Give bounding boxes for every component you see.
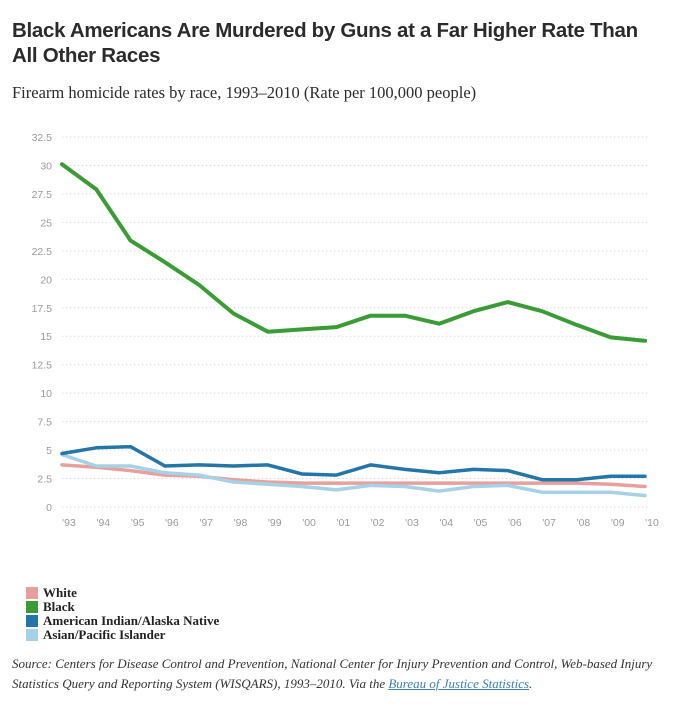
y-tick-label: 22.5 (32, 246, 53, 258)
x-tick-label: '98 (234, 517, 248, 529)
series-line-white (60, 463, 647, 489)
x-tick-label: '96 (165, 517, 179, 529)
x-tick-label: '01 (337, 517, 351, 529)
series-lines (60, 162, 647, 498)
chart-subtitle: Firearm homicide rates by race, 1993–201… (12, 83, 477, 102)
x-tick-label: '99 (268, 517, 282, 529)
x-tick-label: '02 (371, 517, 385, 529)
y-tick-label: 17.5 (32, 303, 53, 315)
legend-swatch-black (26, 601, 38, 613)
y-tick-label: 5 (46, 445, 52, 457)
legend: White Black American Indian/Alaska Nativ… (26, 585, 220, 642)
x-tick-label: '10 (645, 517, 659, 529)
line-chart: 0 2.5 5 7.5 10 12.5 15 17.5 20 22.5 25 27.5 30 32.5 '… (32, 132, 659, 529)
x-tick-label: '00 (302, 517, 316, 529)
x-tick-label: '95 (131, 517, 145, 529)
source-text: Source: Centers for Disease Control and … (12, 656, 653, 691)
y-axis-ticks: 0 2.5 5 7.5 10 12.5 15 17.5 20 22.5 25 27.5 30 32.5 (32, 132, 53, 514)
legend-label-white: White (43, 585, 77, 600)
x-tick-label: '07 (542, 517, 556, 529)
x-tick-label: '03 (405, 517, 419, 529)
source-note: Source: Centers for Disease Control and … (12, 654, 662, 694)
y-tick-label: 2.5 (37, 474, 52, 486)
y-tick-label: 7.5 (37, 417, 52, 429)
x-tick-label: '05 (474, 517, 488, 529)
series-line-asian-pacific-islander (60, 452, 647, 498)
legend-label-asian: Asian/Pacific Islander (43, 627, 166, 642)
series-line-black (60, 162, 647, 343)
y-tick-label: 32.5 (32, 132, 53, 144)
x-tick-label: '93 (62, 517, 76, 529)
y-tick-label: 20 (40, 274, 52, 286)
legend-item-white: White (26, 585, 219, 600)
x-axis-ticks: '93 '94 '95 '96 '97 '98 '99 '00 '01 '02 '03 '04 '05 '… (62, 517, 659, 529)
legend-swatch-white (26, 587, 38, 599)
legend-item-black: Black (26, 599, 219, 614)
x-tick-label: '09 (611, 517, 625, 529)
series-line-american-indian-alaska-native (60, 444, 647, 482)
legend-swatch-american-indian (26, 615, 38, 627)
x-tick-label: '08 (577, 517, 591, 529)
legend-label-black: Black (43, 599, 75, 614)
x-tick-label: '97 (199, 517, 213, 529)
x-tick-label: '04 (439, 517, 453, 529)
source-suffix: . (529, 676, 533, 691)
y-tick-label: 12.5 (32, 360, 53, 372)
y-tick-label: 25 (40, 217, 52, 229)
legend-item-american-indian: American Indian/Alaska Native (26, 613, 220, 628)
y-tick-label: 0 (46, 502, 52, 514)
legend-label-american-indian: American Indian/Alaska Native (43, 613, 220, 628)
y-tick-label: 15 (40, 331, 52, 343)
legend-swatch-asian (26, 629, 38, 641)
bjs-link[interactable]: Bureau of Justice Statistics (388, 676, 530, 691)
y-tick-label: 10 (40, 388, 52, 400)
legend-item-asian: Asian/Pacific Islander (26, 627, 219, 642)
chart-title: Black Americans Are Murdered by Guns at … (12, 19, 638, 67)
y-tick-label: 27.5 (32, 189, 53, 201)
y-tick-label: 30 (40, 160, 52, 172)
x-tick-label: '06 (508, 517, 522, 529)
x-tick-label: '94 (96, 517, 110, 529)
